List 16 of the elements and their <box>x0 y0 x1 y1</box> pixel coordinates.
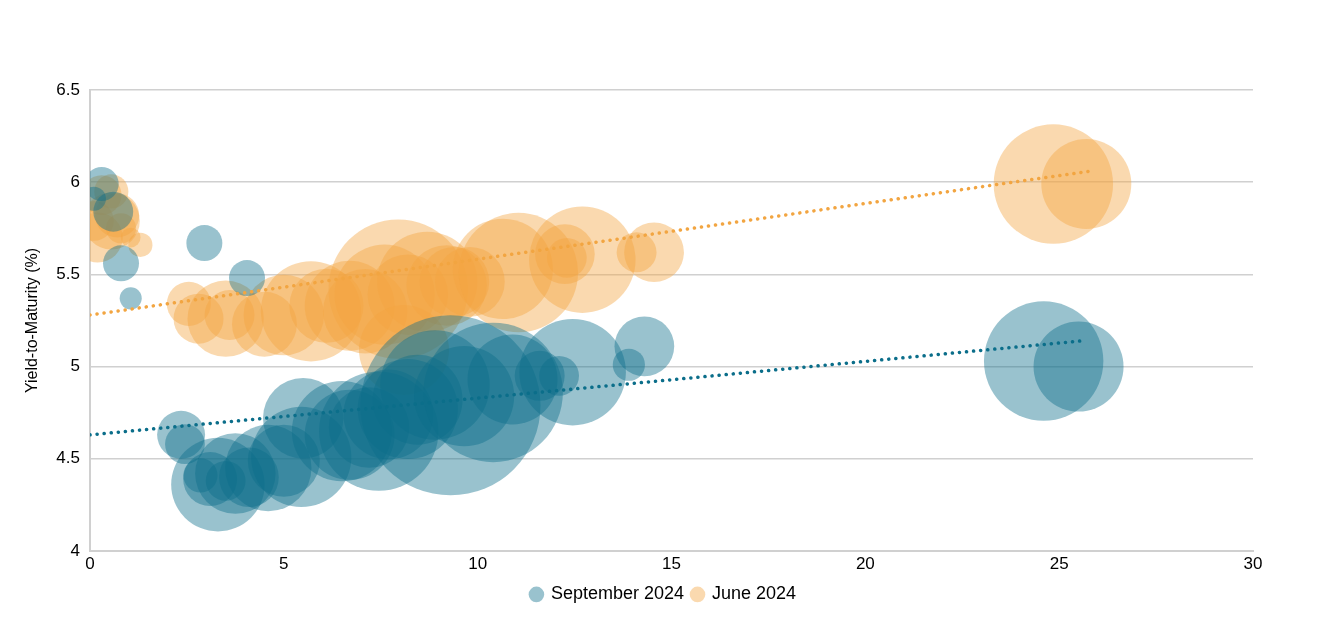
y-axis-title: Yield-to-Maturity (%) <box>23 247 41 394</box>
x-tick-label: 10 <box>468 553 488 573</box>
x-tick-label: 5 <box>279 553 289 573</box>
legend-label: June 2024 <box>712 583 797 604</box>
y-tick-label: 5.5 <box>56 264 80 284</box>
x-tick-label: 25 <box>1049 553 1069 573</box>
x-tick-label: 20 <box>855 553 875 573</box>
y-tick-label: 6.5 <box>56 79 80 99</box>
y-tick-label: 4 <box>70 540 80 560</box>
x-tick-label: 0 <box>85 553 95 573</box>
x-tick-label: 30 <box>1243 553 1263 573</box>
x-tick-label: 15 <box>662 553 681 573</box>
y-tick-label: 5 <box>70 356 80 376</box>
y-tick-label: 4.5 <box>56 448 80 468</box>
y-tick-label: 6 <box>70 171 80 191</box>
legend-label: September 2024 <box>550 583 685 604</box>
